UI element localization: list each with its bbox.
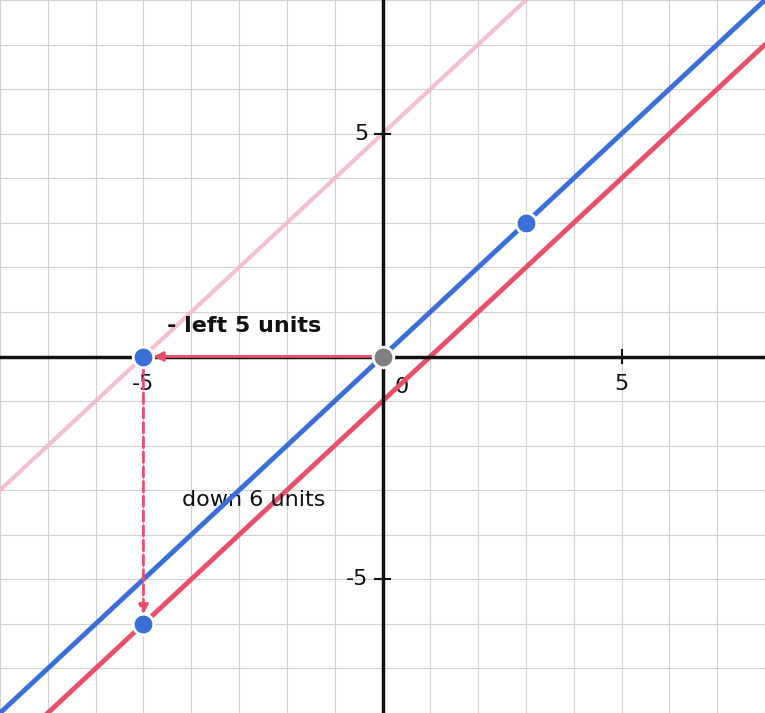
- Text: -5: -5: [132, 374, 155, 394]
- Point: [520, 217, 532, 228]
- Text: -5: -5: [346, 569, 368, 590]
- Text: 5: 5: [614, 374, 629, 394]
- Point: [138, 351, 150, 362]
- Text: - left 5 units: - left 5 units: [168, 317, 321, 337]
- Text: 0: 0: [395, 376, 409, 396]
- Text: 5: 5: [354, 123, 368, 144]
- Text: down 6 units: down 6 units: [182, 491, 325, 511]
- Point: [376, 351, 389, 362]
- Point: [138, 618, 150, 630]
